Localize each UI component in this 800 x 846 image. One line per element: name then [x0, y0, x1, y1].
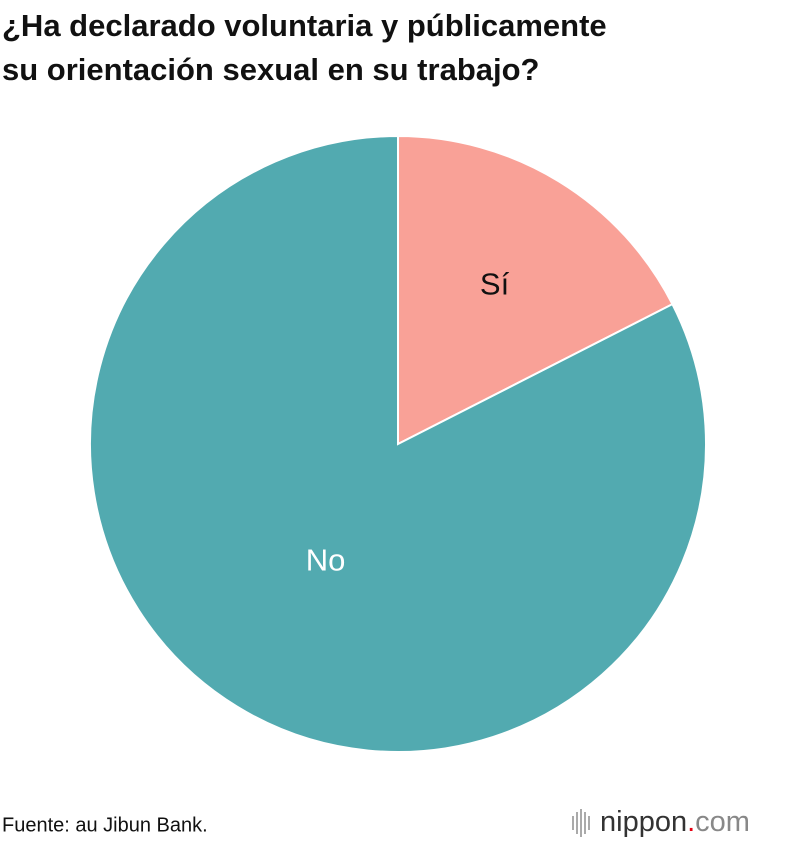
chart-title-line: ¿Ha declarado voluntaria y públicamente [2, 8, 607, 43]
logo-part: com [695, 806, 750, 838]
logo-bars [572, 809, 590, 837]
pie-slice [89, 134, 707, 753]
pie-slice [397, 134, 674, 446]
slice-label: No [306, 542, 346, 577]
chart-title-line: su orientación sexual en su trabajo? [2, 52, 539, 87]
slice-label: Sí [480, 267, 510, 302]
logo-part: . [687, 806, 695, 838]
logo-part: nippon [600, 806, 687, 838]
source: Fuente: au Jibun Bank. [2, 814, 208, 836]
logo: nippon.com [600, 806, 750, 838]
